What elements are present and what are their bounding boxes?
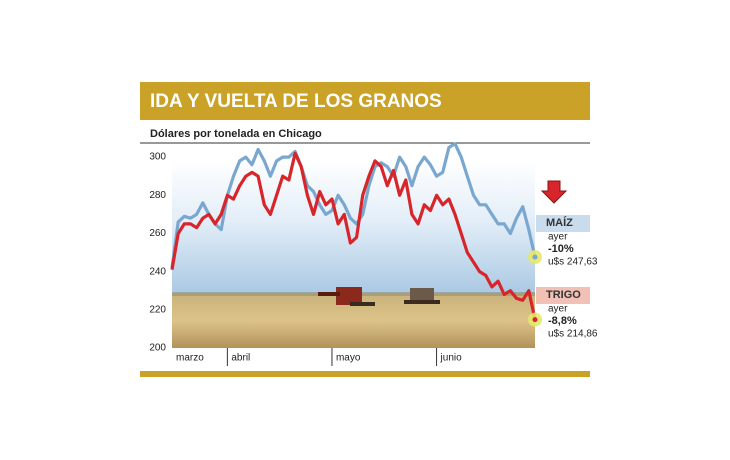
- chart-subtitle: Dólares por tonelada en Chicago: [150, 128, 322, 140]
- harvester: [318, 287, 375, 306]
- annotation-change: -10%: [548, 243, 574, 255]
- y-tick-label: 300: [149, 152, 166, 163]
- line: [170, 151, 537, 320]
- down-arrow: [540, 180, 568, 204]
- title-bar: [140, 82, 590, 120]
- x-tick-label: abril: [231, 353, 250, 364]
- legend-label: MAÍZ: [546, 216, 573, 229]
- y-tick-label: 260: [149, 228, 166, 239]
- bottom-bar: [140, 371, 590, 377]
- legend-bg: [536, 287, 590, 304]
- harvester: [404, 288, 440, 304]
- x-tick-label: mayo: [336, 353, 361, 364]
- annotation-change: -8,8%: [548, 315, 577, 327]
- y-tick-label: 240: [149, 266, 166, 277]
- annotation-note: ayer: [548, 232, 568, 243]
- x-tick-label: marzo: [176, 353, 204, 364]
- annotation-price: u$s 214,86: [548, 329, 598, 340]
- chart-title: IDA Y VUELTA DE LOS GRANOS: [150, 91, 442, 112]
- y-tick-label: 200: [149, 343, 166, 354]
- end-dot-core: [532, 254, 538, 260]
- legend-bg: [536, 215, 590, 232]
- annotation-note: ayer: [548, 304, 568, 315]
- end-dot-core: [532, 317, 538, 323]
- x-tick-label: junio: [440, 353, 463, 364]
- legend-label: TRIGO: [546, 289, 581, 301]
- y-tick-label: 280: [149, 190, 166, 201]
- line: [170, 142, 537, 269]
- y-tick-label: 220: [149, 304, 166, 315]
- annotation-price: u$s 247,63: [548, 257, 598, 268]
- photo-sky: [172, 160, 535, 295]
